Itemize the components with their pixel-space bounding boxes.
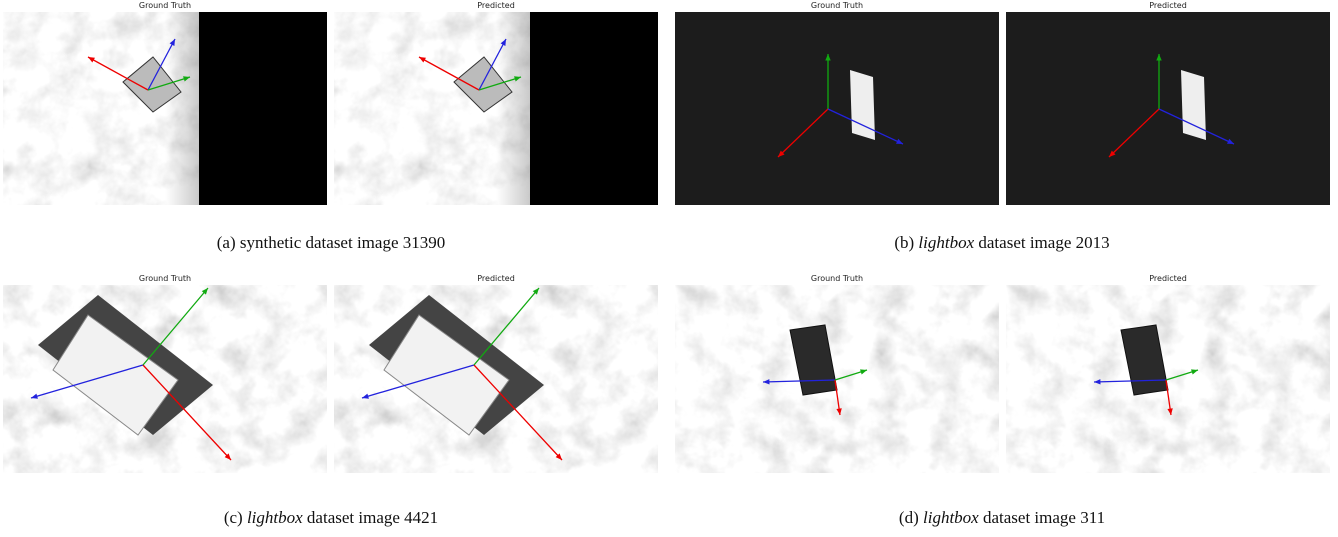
- caption-emphasis: lightbox: [923, 508, 979, 527]
- caption-label: (b): [894, 233, 914, 252]
- image-title: Ground Truth: [3, 274, 327, 283]
- caption: (a) synthetic dataset image 31390: [1, 233, 661, 253]
- image-title: Predicted: [1006, 274, 1330, 283]
- image-title: Ground Truth: [3, 1, 327, 10]
- image-title: Predicted: [334, 274, 658, 283]
- image: [334, 285, 658, 473]
- caption-text: dataset image 4421: [307, 508, 438, 527]
- image: [1006, 12, 1330, 205]
- caption-emphasis: lightbox: [247, 508, 303, 527]
- image: [675, 285, 999, 473]
- figure: Ground Truth Predicted (a) synthetic datas…: [0, 0, 1338, 537]
- caption-label: (a): [217, 233, 236, 252]
- background: [1006, 12, 1330, 205]
- caption-label: (c): [224, 508, 243, 527]
- image: [675, 12, 999, 205]
- caption: (c) lightbox dataset image 4421: [1, 508, 661, 528]
- image-title: Ground Truth: [675, 1, 999, 10]
- caption-emphasis: lightbox: [918, 233, 974, 252]
- image: [3, 12, 327, 205]
- image-title: Predicted: [334, 1, 658, 10]
- image: [1006, 285, 1330, 473]
- caption-text: dataset image 2013: [978, 233, 1109, 252]
- caption-text: dataset image 311: [983, 508, 1105, 527]
- caption-label: (d): [899, 508, 919, 527]
- caption: (d) lightbox dataset image 311: [672, 508, 1332, 528]
- caption: (b) lightbox dataset image 2013: [672, 233, 1332, 253]
- image: [334, 12, 658, 205]
- image-title: Ground Truth: [675, 274, 999, 283]
- caption-text: synthetic dataset image 31390: [240, 233, 445, 252]
- image-title: Predicted: [1006, 1, 1330, 10]
- image: [3, 285, 327, 473]
- background: [675, 12, 999, 205]
